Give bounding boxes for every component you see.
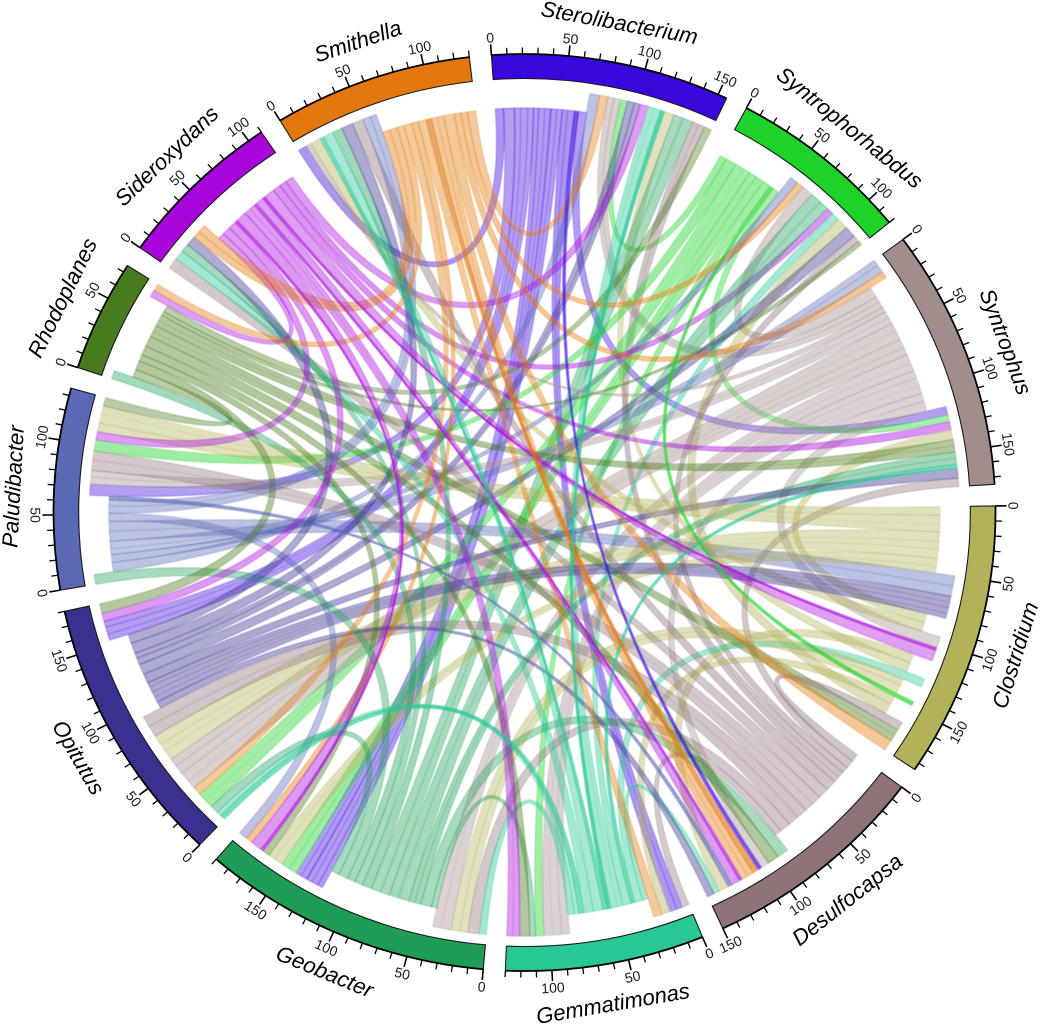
svg-text:0: 0 bbox=[34, 588, 51, 599]
svg-text:100: 100 bbox=[406, 37, 432, 58]
svg-text:150: 150 bbox=[48, 647, 71, 674]
svg-text:100: 100 bbox=[32, 424, 52, 450]
svg-text:50: 50 bbox=[949, 285, 971, 306]
svg-text:100: 100 bbox=[541, 979, 565, 996]
svg-text:0: 0 bbox=[486, 29, 495, 46]
svg-text:0: 0 bbox=[477, 978, 486, 995]
svg-text:50: 50 bbox=[81, 279, 103, 301]
svg-text:100: 100 bbox=[979, 354, 1002, 381]
svg-text:100: 100 bbox=[636, 42, 663, 63]
svg-text:150: 150 bbox=[999, 432, 1018, 458]
svg-text:50: 50 bbox=[999, 575, 1017, 593]
svg-text:50: 50 bbox=[623, 967, 642, 986]
svg-text:50: 50 bbox=[333, 60, 354, 81]
svg-text:50: 50 bbox=[562, 30, 579, 47]
svg-text:50: 50 bbox=[393, 964, 412, 983]
svg-text:0: 0 bbox=[1005, 502, 1021, 510]
svg-text:100: 100 bbox=[978, 646, 1001, 673]
svg-text:50: 50 bbox=[27, 507, 43, 523]
